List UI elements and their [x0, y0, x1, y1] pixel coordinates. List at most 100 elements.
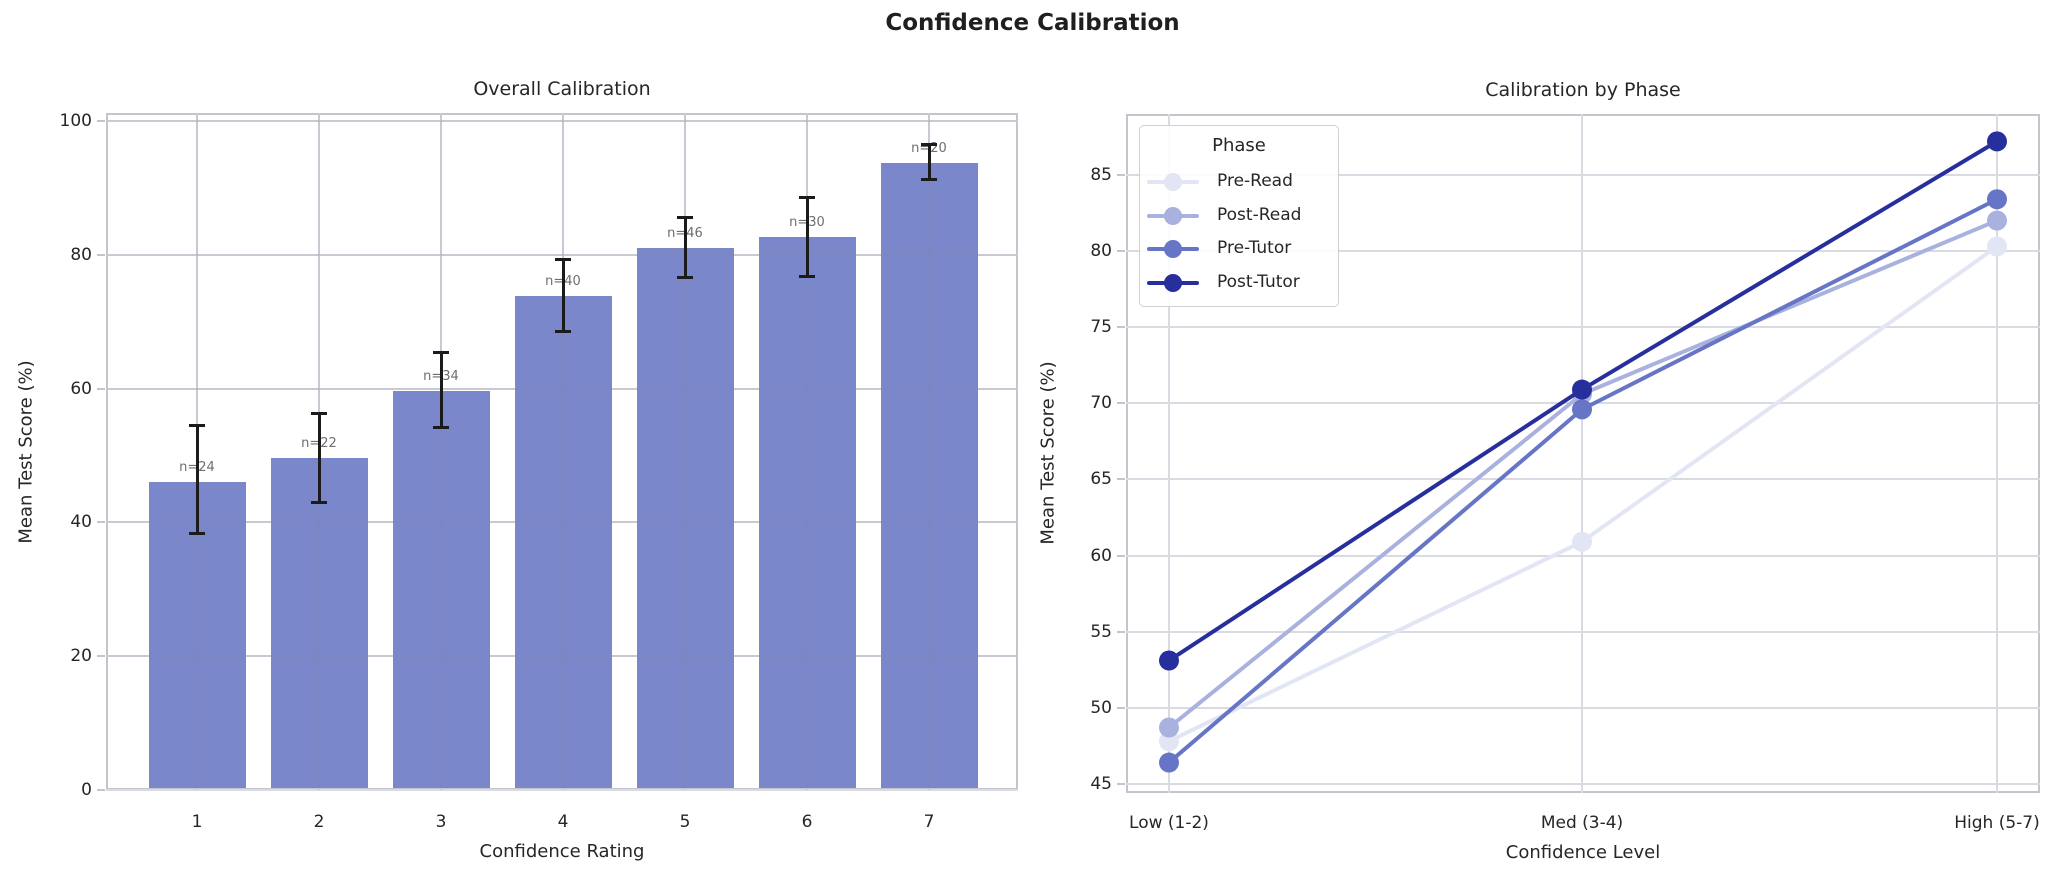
- y-tick-label: 55: [1090, 621, 1112, 642]
- y-tick-mark: [1117, 706, 1125, 709]
- error-bar-top-cap: [921, 143, 937, 147]
- error-bar-bottom-cap: [433, 426, 449, 430]
- series-marker-pre-read: [1159, 731, 1179, 752]
- error-bar: [805, 197, 809, 277]
- line-chart-y-axis-label: Mean Test Score (%): [1037, 361, 1059, 545]
- legend-marker-post-read: [1164, 207, 1182, 225]
- x-tick-label: 4: [557, 812, 569, 832]
- series-marker-post-tutor: [1159, 650, 1179, 671]
- y-tick-label: 50: [1090, 697, 1112, 718]
- x-tick-label: 7: [923, 812, 935, 832]
- series-marker-pre-tutor: [1987, 189, 2007, 210]
- error-bar-top-cap: [799, 196, 815, 200]
- y-gridline-overlay: [106, 253, 1018, 256]
- y-tick-label: 70: [1090, 393, 1112, 414]
- series-marker-pre-read: [1987, 236, 2007, 257]
- y-tick-label: 100: [59, 111, 92, 132]
- series-marker-pre-tutor: [1159, 752, 1179, 773]
- y-tick-label: 45: [1090, 773, 1112, 794]
- figure-title: Confidence Calibration: [885, 10, 1180, 36]
- bar: [392, 391, 490, 788]
- y-tick-mark: [97, 253, 105, 256]
- series-marker-post-read: [1159, 717, 1179, 738]
- y-tick-mark: [1117, 554, 1125, 557]
- x-gridline: [1581, 114, 1583, 793]
- y-tick-label: 75: [1090, 317, 1112, 338]
- x-gridline: [1996, 114, 1998, 793]
- legend-title: Phase: [1212, 135, 1266, 156]
- y-gridline: [1126, 250, 2040, 253]
- line-chart-title: Calibration by Phase: [1485, 79, 1681, 101]
- y-gridline-overlay: [106, 521, 1018, 524]
- error-bar-bottom-cap: [311, 501, 327, 505]
- y-gridline-overlay: [106, 120, 1018, 123]
- y-tick-mark: [97, 655, 105, 658]
- error-bar-top-cap: [677, 215, 693, 219]
- legend-entry-pre-read: Pre-Read: [1139, 171, 1339, 192]
- y-gridline: [1126, 630, 2040, 633]
- error-bar-top-cap: [433, 350, 449, 354]
- x-gridline-overlay: [440, 113, 442, 790]
- bar: [758, 237, 856, 788]
- error-bar-bottom-cap: [799, 275, 815, 279]
- y-gridline: [1126, 554, 2040, 557]
- y-gridline: [1126, 173, 2040, 176]
- x-gridline-overlay: [684, 113, 686, 790]
- y-tick-label: 20: [70, 646, 92, 667]
- y-tick-mark: [97, 120, 105, 123]
- error-bar: [317, 413, 321, 503]
- series-marker-post-tutor: [1987, 131, 2007, 152]
- series-marker-pre-tutor: [1572, 399, 1592, 420]
- x-tick-label: 3: [435, 812, 447, 832]
- x-gridline-overlay: [806, 113, 808, 790]
- error-bar: [439, 351, 443, 428]
- y-gridline: [1126, 706, 2040, 709]
- y-tick-mark: [97, 387, 105, 390]
- series-line-pre-read: [1167, 244, 1999, 744]
- x-tick-label: 6: [801, 812, 813, 832]
- y-tick-label: 80: [70, 244, 92, 265]
- legend-entry-pre-tutor: Pre-Tutor: [1139, 238, 1339, 259]
- y-gridline: [1126, 478, 2040, 481]
- x-tick-label: Med (3-4): [1540, 813, 1624, 833]
- legend-entry-post-tutor: Post-Tutor: [1139, 272, 1339, 293]
- y-tick-label: 40: [70, 512, 92, 533]
- error-bar: [561, 258, 565, 332]
- y-tick-label: 60: [1090, 545, 1112, 566]
- bar: [880, 163, 978, 788]
- y-gridline: [106, 789, 1018, 791]
- y-tick-mark: [1117, 402, 1125, 405]
- error-bar-bottom-cap: [189, 532, 205, 536]
- y-tick-mark: [1117, 782, 1125, 785]
- x-tick-label: 1: [191, 812, 203, 832]
- y-tick-label: 80: [1090, 241, 1112, 262]
- error-bar-top-cap: [189, 424, 205, 428]
- series-marker-post-read: [1987, 210, 2007, 231]
- legend-label-pre-tutor: Pre-Tutor: [1217, 238, 1292, 258]
- legend-marker-pre-tutor: [1164, 240, 1182, 258]
- y-tick-mark: [97, 789, 105, 791]
- error-bar-top-cap: [555, 257, 571, 261]
- y-tick-mark: [97, 521, 105, 524]
- legend-label-pre-read: Pre-Read: [1217, 171, 1293, 191]
- x-tick-label: High (5-7): [1954, 813, 2040, 833]
- legend-entry-post-read: Post-Read: [1139, 205, 1339, 226]
- legend-label-post-read: Post-Read: [1217, 205, 1302, 225]
- y-tick-label: 65: [1090, 469, 1112, 490]
- x-tick-label: 5: [679, 812, 691, 832]
- error-bar: [195, 425, 199, 534]
- bar-chart-x-axis-label: Confidence Rating: [479, 841, 645, 862]
- x-gridline-overlay: [928, 113, 930, 790]
- x-tick-label: Low (1-2): [1129, 813, 1209, 833]
- y-gridline: [1126, 326, 2040, 329]
- legend-marker-pre-read: [1164, 173, 1182, 191]
- y-tick-mark: [1117, 173, 1125, 176]
- y-tick-label: 0: [81, 780, 92, 800]
- y-gridline-overlay: [106, 655, 1018, 658]
- x-gridline: [1168, 114, 1170, 793]
- error-bar-bottom-cap: [677, 275, 693, 279]
- bar: [636, 248, 734, 788]
- y-tick-mark: [1117, 250, 1125, 253]
- series-marker-pre-read: [1572, 531, 1592, 552]
